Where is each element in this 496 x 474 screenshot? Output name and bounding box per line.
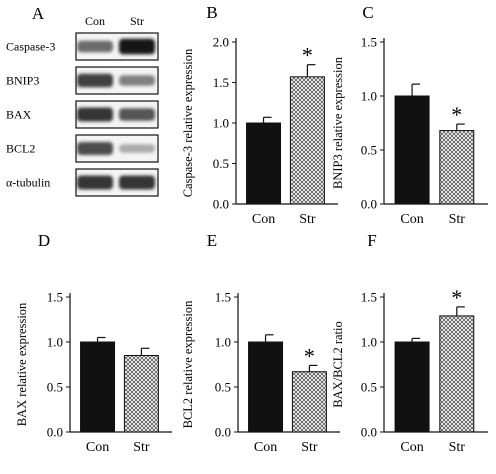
y-tick-label: 0.0 bbox=[215, 425, 231, 440]
y-tick-label: 0.5 bbox=[213, 156, 229, 171]
y-axis-title: BNIP3 relative expression bbox=[331, 56, 345, 189]
bar-str bbox=[289, 76, 325, 205]
category-label-con: Con bbox=[400, 212, 423, 227]
lane-label-con: Con bbox=[85, 14, 105, 28]
y-tick-label: 1.5 bbox=[47, 290, 63, 305]
y-axis-title: BAX relative expression bbox=[15, 302, 29, 426]
blot-band bbox=[77, 73, 113, 88]
y-tick-label: 0.0 bbox=[47, 425, 63, 440]
bar-str bbox=[439, 130, 475, 205]
panel-letter-A: A bbox=[32, 4, 45, 23]
bar-str bbox=[123, 355, 159, 433]
category-label-con: Con bbox=[400, 440, 423, 455]
chart-panel-D: D 0.0 0.5 1.0 1.5 BAX relative expression Con S… bbox=[15, 231, 172, 455]
panel-letter-B: B bbox=[206, 3, 217, 22]
blot-row-label: BNIP3 bbox=[6, 74, 39, 88]
y-tick-label: 0.5 bbox=[361, 380, 377, 395]
bar-con bbox=[394, 95, 430, 205]
category-label-con: Con bbox=[86, 440, 109, 455]
y-tick-label: 1.5 bbox=[213, 75, 229, 90]
bar-con bbox=[80, 341, 116, 433]
blot-row-bcl2: BCL2 bbox=[6, 134, 159, 163]
y-tick-label: 1.5 bbox=[215, 290, 231, 305]
chart-panel-F: F 0.0 0.5 1.0 1.5 BAX/BCL2 ratio Con Str * bbox=[331, 231, 488, 455]
blot-row-label: Caspase-3 bbox=[6, 40, 55, 54]
y-tick-label: 1.0 bbox=[213, 116, 229, 131]
bar-str bbox=[291, 371, 327, 433]
bar-charts: B 0.0 0.5 1.0 1.5 2.0 Caspase-3 relative expre… bbox=[15, 3, 488, 455]
blot-row-label: α-tubulin bbox=[6, 176, 50, 190]
blot-band bbox=[119, 175, 155, 190]
category-label-con: Con bbox=[254, 440, 277, 455]
y-axis-title: BCL2 relative expression bbox=[181, 300, 195, 428]
bar-con bbox=[246, 122, 282, 205]
y-tick-label: 0.0 bbox=[361, 197, 377, 212]
blot-row-bax: BAX bbox=[6, 100, 159, 129]
y-tick-label: 2.0 bbox=[213, 35, 229, 50]
y-tick-label: 1.0 bbox=[361, 89, 377, 104]
chart-panel-C: C 0.0 0.5 1.0 1.5 BNIP3 relative expression Co… bbox=[331, 3, 488, 227]
y-tick-label: 0.0 bbox=[213, 197, 229, 212]
blot-row-label: BCL2 bbox=[6, 142, 35, 156]
lane-label-str: Str bbox=[130, 14, 144, 28]
chart-panel-E: E 0.0 0.5 1.0 1.5 BCL2 relative expression Con… bbox=[181, 231, 340, 455]
y-tick-label: 1.0 bbox=[361, 335, 377, 350]
significance-star: * bbox=[451, 102, 462, 127]
blot-row--tubulin: α-tubulin bbox=[6, 168, 159, 197]
y-tick-label: 0.5 bbox=[215, 380, 231, 395]
bar-str bbox=[439, 315, 475, 433]
chart-panel-B: B 0.0 0.5 1.0 1.5 2.0 Caspase-3 relative expre… bbox=[181, 3, 338, 227]
category-label-str: Str bbox=[133, 440, 150, 455]
panel-letter-E: E bbox=[207, 231, 217, 250]
category-label-str: Str bbox=[301, 440, 318, 455]
blot-row-bnip3: BNIP3 bbox=[6, 66, 159, 95]
y-tick-label: 0.5 bbox=[47, 380, 63, 395]
bar-con bbox=[394, 341, 430, 433]
blot-band bbox=[77, 142, 113, 155]
y-tick-label: 0.0 bbox=[361, 425, 377, 440]
panel-letter-C: C bbox=[362, 3, 373, 22]
blot-row-caspase-3: Caspase-3 bbox=[6, 32, 159, 61]
significance-star: * bbox=[451, 285, 462, 310]
y-tick-label: 0.5 bbox=[361, 143, 377, 158]
blot-band bbox=[77, 107, 113, 122]
y-axis-title: Caspase-3 relative expression bbox=[181, 48, 195, 197]
panel-letter-F: F bbox=[367, 231, 376, 250]
blot-row-label: BAX bbox=[6, 108, 32, 122]
y-tick-label: 1.0 bbox=[215, 335, 231, 350]
y-axis-title: BAX/BCL2 ratio bbox=[331, 321, 345, 407]
blot-band bbox=[119, 75, 155, 86]
significance-star: * bbox=[304, 343, 315, 368]
western-blot-panel: A Con Str Caspase-3 BNIP3 BAX BCL2 α-tubulin bbox=[6, 4, 159, 197]
category-label-con: Con bbox=[252, 212, 275, 227]
category-label-str: Str bbox=[449, 440, 466, 455]
blot-band bbox=[119, 38, 155, 55]
bar-con bbox=[248, 341, 284, 433]
category-label-str: Str bbox=[449, 212, 466, 227]
significance-star: * bbox=[302, 43, 313, 68]
y-tick-label: 1.0 bbox=[47, 335, 63, 350]
panel-letter-D: D bbox=[38, 231, 50, 250]
blot-band bbox=[77, 40, 113, 53]
blot-band bbox=[77, 175, 113, 190]
blot-band bbox=[119, 144, 155, 153]
blot-band bbox=[119, 108, 155, 121]
y-tick-label: 1.5 bbox=[361, 290, 377, 305]
y-tick-label: 1.5 bbox=[361, 35, 377, 50]
category-label-str: Str bbox=[299, 212, 316, 227]
